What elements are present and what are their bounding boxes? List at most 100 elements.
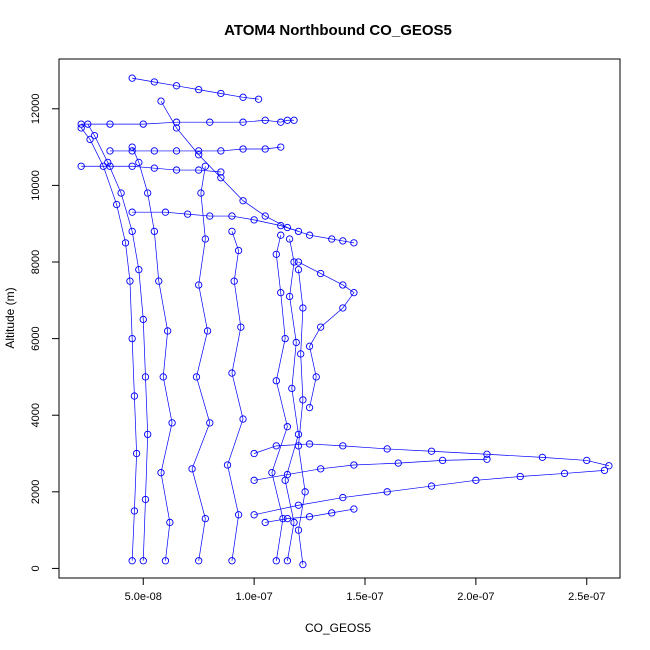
series-line [87, 123, 149, 561]
data-point [438, 456, 447, 465]
data-point [113, 200, 121, 209]
data-points [77, 74, 613, 569]
data-point [250, 216, 258, 224]
data-point [217, 168, 225, 176]
data-point [106, 147, 114, 155]
data-point [128, 74, 136, 82]
data-point [217, 174, 225, 182]
y-tick-label: 4000 [30, 403, 42, 427]
data-point [261, 518, 269, 527]
data-point [234, 511, 243, 519]
series-line [191, 166, 211, 561]
data-point [217, 147, 225, 155]
data-point [301, 488, 309, 496]
data-point [339, 442, 347, 450]
data-point [126, 277, 134, 285]
data-point [128, 162, 136, 170]
data-point [159, 373, 167, 381]
data-point [261, 116, 269, 124]
data-point [128, 334, 136, 343]
x-tick-label: 1.0e-07 [235, 591, 272, 603]
data-point [172, 82, 181, 90]
data-point [206, 118, 214, 126]
data-point [297, 350, 305, 358]
data-point [141, 495, 150, 504]
data-point [86, 135, 94, 144]
data-point [254, 95, 263, 103]
y-tick-label: 8000 [30, 250, 42, 274]
data-point [312, 373, 320, 381]
data-point [305, 403, 314, 412]
data-point [141, 373, 150, 381]
data-point [195, 281, 203, 289]
data-point [261, 212, 269, 220]
data-point [239, 415, 247, 423]
data-point [172, 166, 181, 174]
series-line [265, 508, 354, 523]
data-point [305, 513, 314, 521]
series-line [110, 146, 281, 152]
data-point [234, 246, 243, 255]
data-point [283, 223, 292, 232]
data-point [261, 145, 269, 153]
data-point [350, 288, 358, 297]
data-point [290, 116, 298, 124]
series-line [132, 211, 299, 232]
data-point [427, 482, 436, 490]
data-point [250, 476, 258, 484]
data-point [339, 281, 347, 289]
data-point [172, 147, 181, 155]
series-line [298, 269, 306, 565]
y-axis-label: Altitude (m) [3, 287, 17, 348]
data-point [228, 212, 236, 220]
data-point [283, 423, 292, 431]
series-line [132, 77, 259, 100]
data-point [339, 304, 347, 312]
data-point [144, 189, 152, 197]
data-point [427, 447, 436, 455]
data-point [77, 162, 85, 170]
data-point [168, 419, 176, 427]
data-point [290, 518, 298, 527]
data-point [128, 557, 136, 565]
data-point [285, 235, 294, 243]
data-point [132, 449, 141, 458]
data-point [383, 488, 391, 496]
x-tick-label: 2.0e-07 [457, 591, 494, 603]
y-axis: 0 2000 4000 6000 8000 10000 12000 [30, 93, 60, 571]
series-line [298, 261, 355, 408]
data-point [150, 227, 158, 236]
data-point [228, 557, 236, 565]
data-point [277, 288, 285, 297]
data-point [583, 456, 591, 465]
data-point [250, 511, 258, 519]
data-point [272, 442, 280, 450]
data-point [201, 162, 209, 170]
data-point [268, 469, 276, 477]
data-point [104, 158, 112, 167]
data-point [272, 377, 280, 385]
data-point [77, 124, 85, 132]
data-point [77, 120, 85, 128]
series-line [271, 235, 288, 561]
data-point [195, 166, 203, 174]
data-point [299, 304, 307, 312]
data-point [383, 445, 391, 453]
data-point [294, 430, 303, 439]
data-point [203, 327, 212, 335]
data-point [317, 269, 325, 278]
data-point [294, 442, 303, 450]
data-point [139, 315, 147, 324]
data-point [161, 557, 170, 565]
data-point [305, 440, 314, 448]
data-point [139, 120, 147, 128]
series-line [254, 458, 487, 481]
x-axis: 5.0e-08 1.0e-07 1.5e-07 2.0e-07 2.5e-07 [125, 577, 605, 603]
data-point [538, 453, 547, 461]
x-tick-label: 2.5e-07 [568, 591, 605, 603]
data-point [605, 462, 613, 470]
data-point [201, 514, 209, 523]
data-point [250, 449, 258, 458]
series-line [254, 470, 605, 516]
